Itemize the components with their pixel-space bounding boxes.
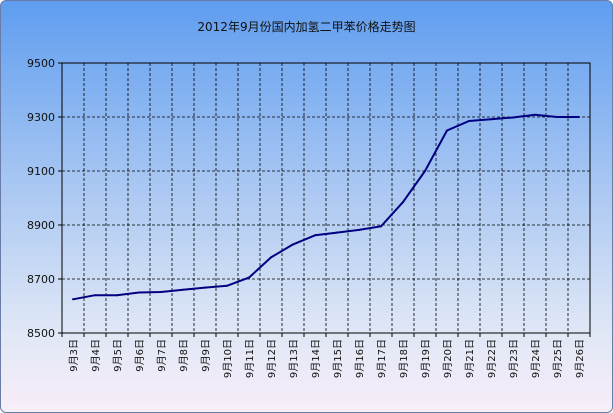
data-point bbox=[182, 288, 184, 291]
data-point bbox=[380, 225, 382, 228]
data-point bbox=[512, 116, 514, 119]
x-tick-label: 9月13日 bbox=[288, 339, 300, 378]
data-point bbox=[556, 116, 558, 118]
x-tick-label: 9月6日 bbox=[134, 339, 146, 372]
y-tick-label: 9100 bbox=[27, 165, 55, 178]
data-point bbox=[160, 290, 162, 293]
x-tick-label: 9月10日 bbox=[222, 339, 234, 378]
data-point bbox=[402, 201, 404, 204]
data-point bbox=[204, 286, 206, 289]
x-tick-label: 9月5日 bbox=[112, 339, 124, 372]
x-tick-label: 9月7日 bbox=[156, 339, 168, 372]
data-point bbox=[578, 116, 580, 118]
data-point bbox=[468, 120, 470, 123]
x-tick-label: 9月21日 bbox=[464, 339, 476, 378]
x-tick-label: 9月12日 bbox=[266, 339, 278, 378]
chart-title: 2012年9月份国内加氢二甲苯价格走势图 bbox=[197, 20, 416, 34]
x-tick-label: 9月25日 bbox=[552, 339, 564, 378]
data-point bbox=[446, 129, 448, 132]
y-tick-label: 8900 bbox=[27, 219, 55, 232]
x-tick-label: 9月23日 bbox=[508, 339, 520, 378]
data-point bbox=[292, 243, 294, 246]
data-point bbox=[94, 294, 96, 297]
data-point bbox=[534, 113, 536, 116]
x-tick-label: 9月16日 bbox=[354, 339, 366, 378]
x-tick-label: 9月3日 bbox=[68, 339, 80, 372]
data-point bbox=[248, 276, 250, 279]
data-point bbox=[490, 118, 492, 121]
y-tick-label: 9300 bbox=[27, 111, 55, 124]
data-point bbox=[138, 291, 140, 294]
data-point bbox=[358, 228, 360, 231]
x-tick-label: 9月17日 bbox=[376, 339, 388, 378]
x-tick-label: 9月22日 bbox=[486, 339, 498, 378]
data-point bbox=[226, 284, 228, 287]
series-line bbox=[72, 113, 579, 301]
y-tick-label: 8500 bbox=[27, 327, 55, 340]
x-tick-label: 9月14日 bbox=[310, 339, 322, 378]
data-point bbox=[336, 231, 338, 234]
data-point bbox=[314, 234, 316, 237]
x-tick-label: 9月19日 bbox=[420, 339, 432, 378]
data-point bbox=[424, 170, 426, 172]
x-tick-label: 9月8日 bbox=[178, 339, 190, 372]
x-tick-label: 9月9日 bbox=[200, 339, 212, 372]
data-point bbox=[72, 298, 74, 301]
y-tick-label: 9500 bbox=[27, 57, 55, 70]
x-tick-label: 9月24日 bbox=[530, 339, 542, 378]
y-tick-label: 8700 bbox=[27, 273, 55, 286]
data-point bbox=[270, 256, 272, 259]
x-tick-label: 9月26日 bbox=[574, 339, 586, 378]
x-tick-label: 9月4日 bbox=[90, 339, 102, 372]
x-tick-label: 9月11日 bbox=[244, 339, 256, 378]
x-tick-label: 9月15日 bbox=[332, 339, 344, 378]
x-tick-label: 9月20日 bbox=[442, 339, 454, 378]
data-point bbox=[116, 294, 118, 297]
x-tick-label: 9月18日 bbox=[398, 339, 410, 378]
